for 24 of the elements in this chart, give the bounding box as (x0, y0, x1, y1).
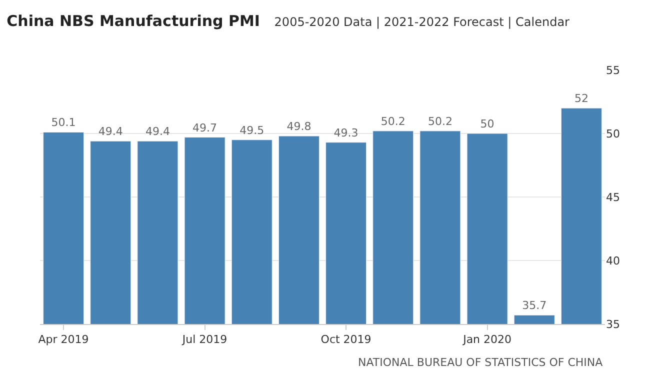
data-label: 52 (574, 92, 588, 106)
y-tick-label: 35 (606, 318, 620, 331)
data-label: 50.1 (51, 116, 76, 130)
x-tick-label: Apr 2019 (38, 333, 89, 346)
y-tick-label: 45 (606, 190, 620, 204)
x-tick-label: Jul 2019 (181, 333, 228, 346)
data-label: 49.8 (286, 120, 312, 134)
data-label: 49.7 (192, 121, 218, 134)
data-label: 49.5 (240, 124, 264, 137)
data-label: 50 (480, 118, 494, 130)
data-label: 35.7 (522, 299, 547, 312)
y-tick-label: 50 (606, 127, 620, 140)
text: NATIONAL BUREAU OF STATISTICS OF CHINA (358, 356, 604, 369)
data-label: 50.2 (380, 114, 406, 128)
x-tick-label: Jan 2020 (462, 333, 512, 346)
y-tick-label: 55 (606, 64, 620, 77)
x-tick-label: Oct 2019 (320, 333, 372, 346)
data-label: 50.2 (428, 114, 452, 128)
y-tick-label: 40 (606, 254, 620, 268)
chart-title: China NBS Manufacturing PMI (6, 12, 260, 30)
chart-subtitle: 2005-2020 Data | 2021-2022 Forecast | Calendar (274, 14, 570, 29)
data-label: 49.4 (98, 125, 123, 138)
data-label: 49.4 (145, 125, 170, 138)
data-label: 49.3 (334, 126, 358, 140)
